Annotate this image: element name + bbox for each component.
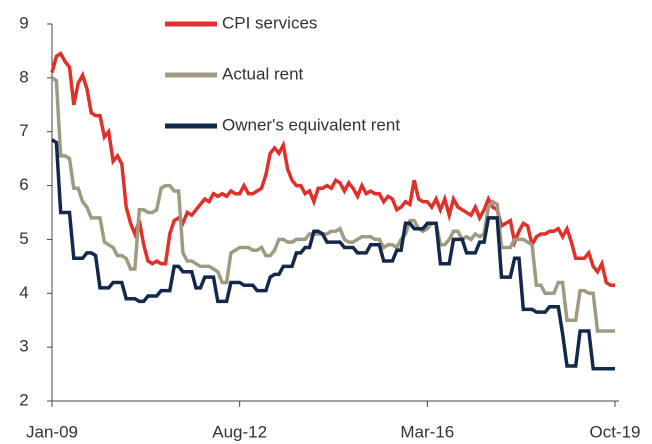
legend-label: Owner's equivalent rent (222, 115, 400, 134)
y-tick-label: 2 (19, 390, 28, 409)
series-line (51, 76, 615, 333)
y-tick-label: 9 (19, 13, 28, 32)
x-tick-label: Mar-16 (400, 422, 454, 441)
y-tick-label: 7 (19, 121, 28, 140)
y-tick-label: 4 (19, 283, 28, 302)
x-tick-label: Oct-19 (589, 422, 640, 441)
x-tick-label: Aug-12 (212, 422, 267, 441)
legend-label: Actual rent (222, 64, 304, 83)
y-tick-label: 6 (19, 175, 28, 194)
series-line (51, 138, 615, 371)
x-tick-label: Jan-09 (26, 422, 78, 441)
y-tick-label: 3 (19, 337, 28, 356)
y-tick-label: 8 (19, 67, 28, 86)
legend-label: CPI services (222, 13, 317, 32)
series-line (50, 51, 615, 287)
y-tick-label: 5 (19, 229, 28, 248)
